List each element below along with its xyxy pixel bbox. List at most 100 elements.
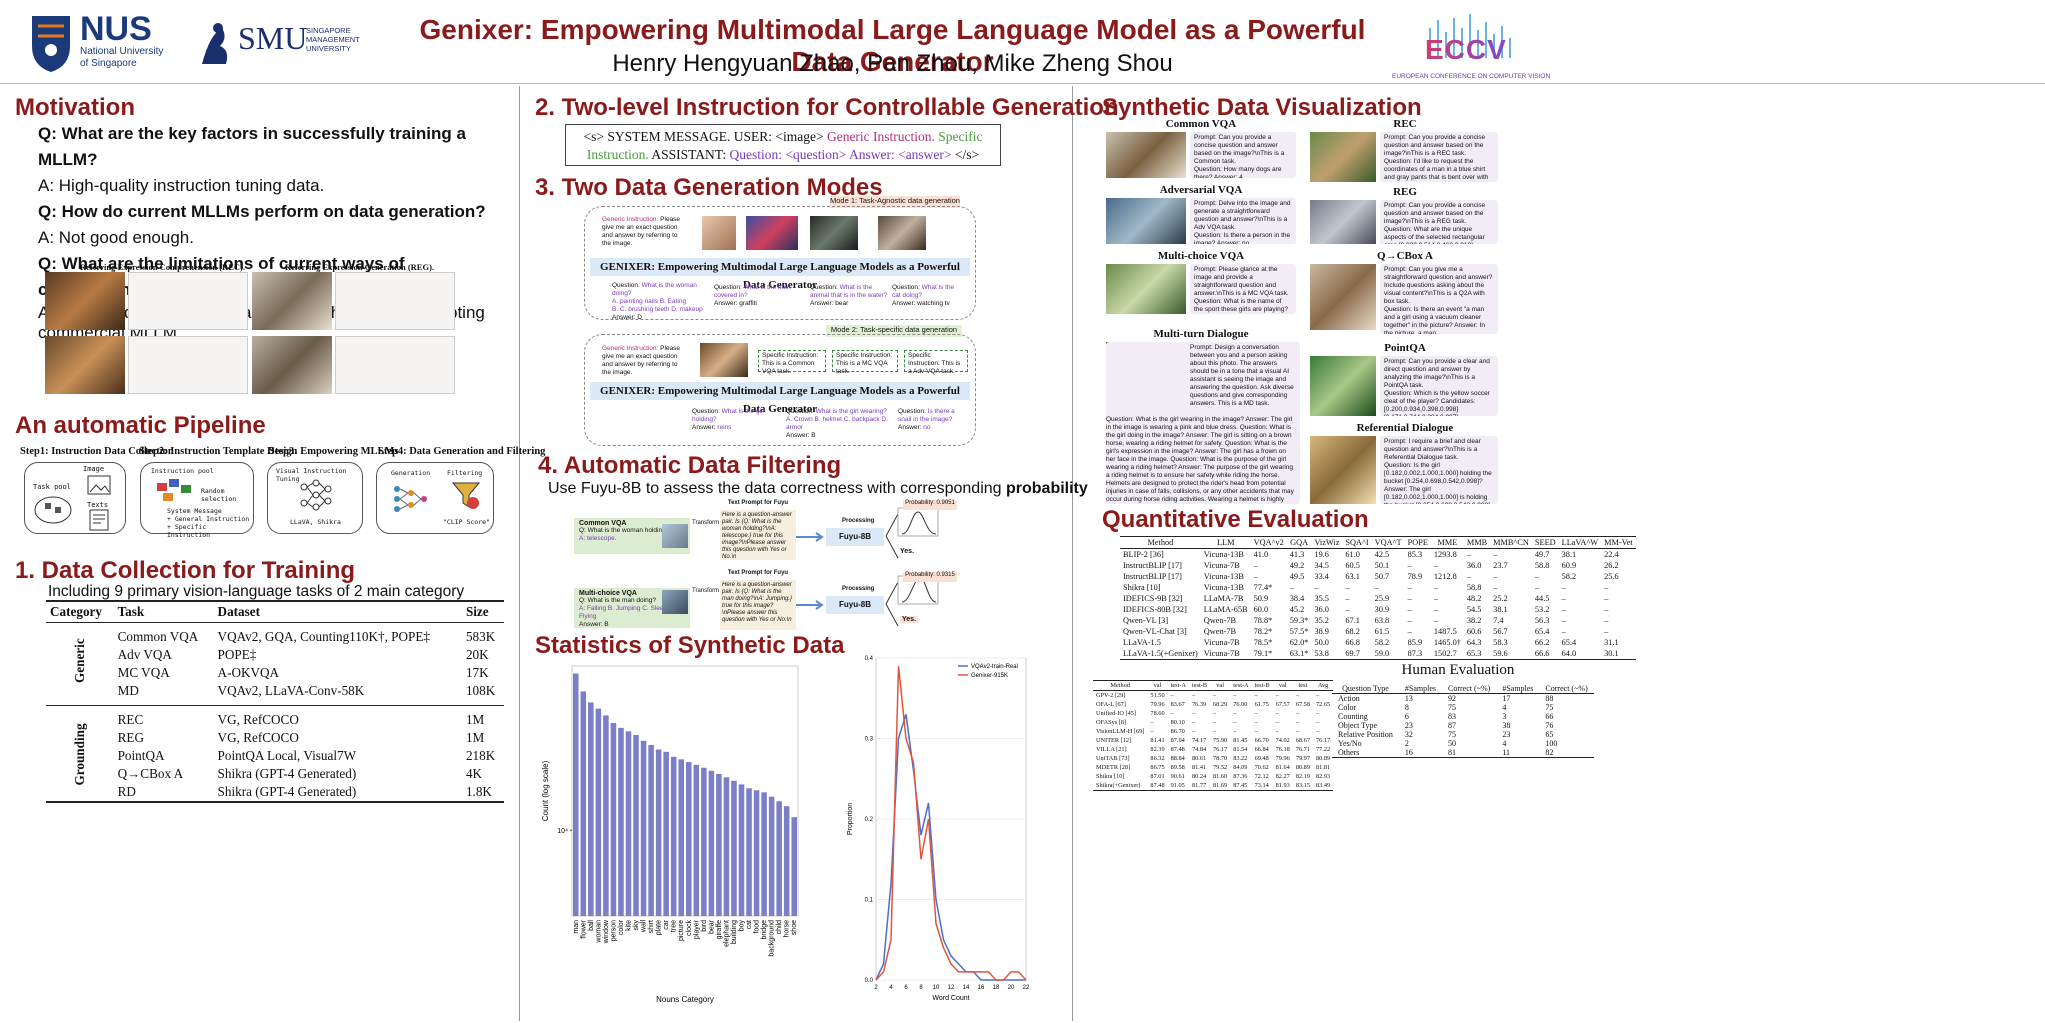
quant-cell: Qwen-VL [3] <box>1123 616 1169 625</box>
bar-category-label: bridge <box>761 920 768 940</box>
mode1-label: Mode 1: Task-Agnostic data generation <box>830 196 960 208</box>
human-cell: 100 <box>1545 739 1558 748</box>
rec-cell: 67.57 <box>1275 701 1290 708</box>
rec-cell: 66.84 <box>1254 746 1269 753</box>
human-cell: 23 <box>1404 721 1413 730</box>
human-row: Color 8 75 4 75 <box>1332 703 1594 712</box>
rec-cell: – <box>1275 728 1279 735</box>
human-cell: 82 <box>1545 748 1554 757</box>
filter-row1-prompt: Here is a question-answer pair. Is {Q: W… <box>720 510 796 560</box>
quant-cell: 62.0* <box>1289 638 1309 647</box>
filter-row2-photo <box>662 590 688 614</box>
bar-category-label: horse <box>784 920 791 938</box>
quant-cell: 38.9 <box>1314 627 1329 636</box>
quant-header: MME <box>1430 536 1464 549</box>
rec-cell: 68.29 <box>1213 701 1228 708</box>
rec-cell: 82.19 <box>1295 773 1310 780</box>
motivation-q2: Q: How do current MLLMs perform on data … <box>38 202 486 221</box>
bar-category-label: wall <box>641 920 648 934</box>
bar <box>716 773 722 916</box>
rec-cell: 79.96 <box>1150 701 1165 708</box>
mode2-qa-1: Question: What is the girl holding? Answe… <box>692 408 765 431</box>
rec-cell: 81.81 <box>1315 764 1331 771</box>
smu-logo <box>202 23 228 64</box>
quant-cell: LLaVA-1.5(+Genixer) <box>1123 649 1198 658</box>
pipeline-step1-box: Image Task pool Texts <box>24 462 126 534</box>
line-x-tick: 18 <box>993 985 1000 991</box>
rec-cell: – <box>1315 692 1320 699</box>
quant-cell: 59.6 <box>1493 649 1508 658</box>
quant-cell: – <box>1493 572 1498 581</box>
quant-header: SQA^I <box>1342 536 1372 549</box>
bar <box>580 691 587 916</box>
human-cell: 65 <box>1545 730 1554 739</box>
quant-cell: 63.1 <box>1345 572 1360 581</box>
quant-header: MM-Vet <box>1601 536 1636 549</box>
line-y-tick: 0.1 <box>865 898 874 904</box>
viz-mc-vqa-text: Prompt: Please glance at the image and p… <box>1190 264 1296 314</box>
rec-cell: UNITER [12] <box>1096 737 1132 744</box>
rec-dialog-2 <box>128 336 248 394</box>
pipeline-heading: An automatic Pipeline <box>15 412 266 439</box>
quant-cell: 66.6 <box>1534 649 1550 658</box>
rec-cell: – <box>1254 719 1258 726</box>
filter-row2-processing: Processing <box>842 586 875 592</box>
quant-cell: 33.4 <box>1314 572 1329 581</box>
mode2-specific-3: Specific Instruction: This is a Adv VQA … <box>904 350 968 375</box>
quant-cell: 34.5 <box>1314 561 1329 570</box>
quant-cell: – <box>1604 594 1609 603</box>
rec-cell: 83.67 <box>1170 701 1185 708</box>
bar-category-label: plate <box>656 920 663 935</box>
bar <box>791 817 797 916</box>
rec-cell: – <box>1150 728 1154 735</box>
smu-wordmark: SMU <box>238 20 308 56</box>
pipeline-step4-box: Generation Filtering "CLIP Score" <box>376 462 494 534</box>
rec-header: test <box>1292 680 1313 691</box>
filter-row1-processing: Processing <box>842 518 875 524</box>
filter-row2-prompt-title: Text Prompt for Fuyu <box>727 570 789 576</box>
rec-cell: 74.84 <box>1191 746 1207 753</box>
quant-cell: 35.5 <box>1314 594 1329 603</box>
bar <box>670 756 677 916</box>
quant-cell: 58.3 <box>1493 638 1508 647</box>
quant-cell: 50.0 <box>1314 638 1329 647</box>
quant-cell: Vicuna-7B <box>1203 638 1240 647</box>
human-cell: 4 <box>1502 739 1507 748</box>
filter-row2-transform: Transform <box>692 588 720 594</box>
bar <box>693 764 700 916</box>
bar-category-label: woman <box>595 920 602 944</box>
eccv-caption: EUROPEAN CONFERENCE ON COMPUTER VISION <box>1392 73 1551 80</box>
data-collection-heading: 1. Data Collection for Training <box>15 557 356 584</box>
quant-cell: – <box>1433 561 1439 570</box>
quant-cell: Vicuna-13B <box>1203 550 1244 559</box>
line-y-tick: 0.3 <box>865 737 874 743</box>
filter-row1-prob: Probability: 0.9051 <box>903 500 957 510</box>
quant-cell: 19.6 <box>1314 550 1329 559</box>
viz-rec-photo <box>1310 132 1376 182</box>
quant-cell: 63.8 <box>1374 616 1390 625</box>
rec-cell: 66.70 <box>1254 737 1269 744</box>
quant-cell: 31.1 <box>1604 638 1619 647</box>
quant-cell: 65.4 <box>1561 638 1577 647</box>
human-header: Question Type <box>1332 684 1399 694</box>
bar <box>723 777 730 916</box>
rec-cell: 86.70 <box>1170 728 1185 735</box>
bar-category-label: giraffe <box>716 920 723 939</box>
viz-common-vqa-photo <box>1106 132 1186 178</box>
bar <box>633 734 639 916</box>
quant-cell: Vicuna-13B <box>1203 583 1244 592</box>
viz-adv-vqa-text: Prompt: Delve into the image and generat… <box>1190 198 1296 244</box>
quant-cell: 30.1 <box>1604 649 1619 658</box>
quant-row: IDEFICS-9B [32] LLaMA-7B 50.9 38.4 35.5 – 25.9… <box>1120 593 1636 604</box>
quant-cell: LLaMA-65B <box>1203 605 1248 614</box>
quant-cell: – <box>1374 583 1379 592</box>
human-cell: 88 <box>1545 694 1554 703</box>
reg-photo-2 <box>252 336 332 394</box>
human-cell: 17 <box>1502 694 1511 703</box>
bar <box>753 790 760 916</box>
bar <box>686 762 692 916</box>
quant-row: InstructBLIP [17] Vicuna-7B – 49.2 34.5 60.5 5… <box>1120 560 1636 571</box>
mode1-generic-instruction: Generic Instruction: Please give me an e… <box>602 216 681 247</box>
quant-rec-table: Method val test-A test-B val test-A test-B val t… <box>1093 680 1334 791</box>
quant-cell: 41.0 <box>1253 550 1269 559</box>
